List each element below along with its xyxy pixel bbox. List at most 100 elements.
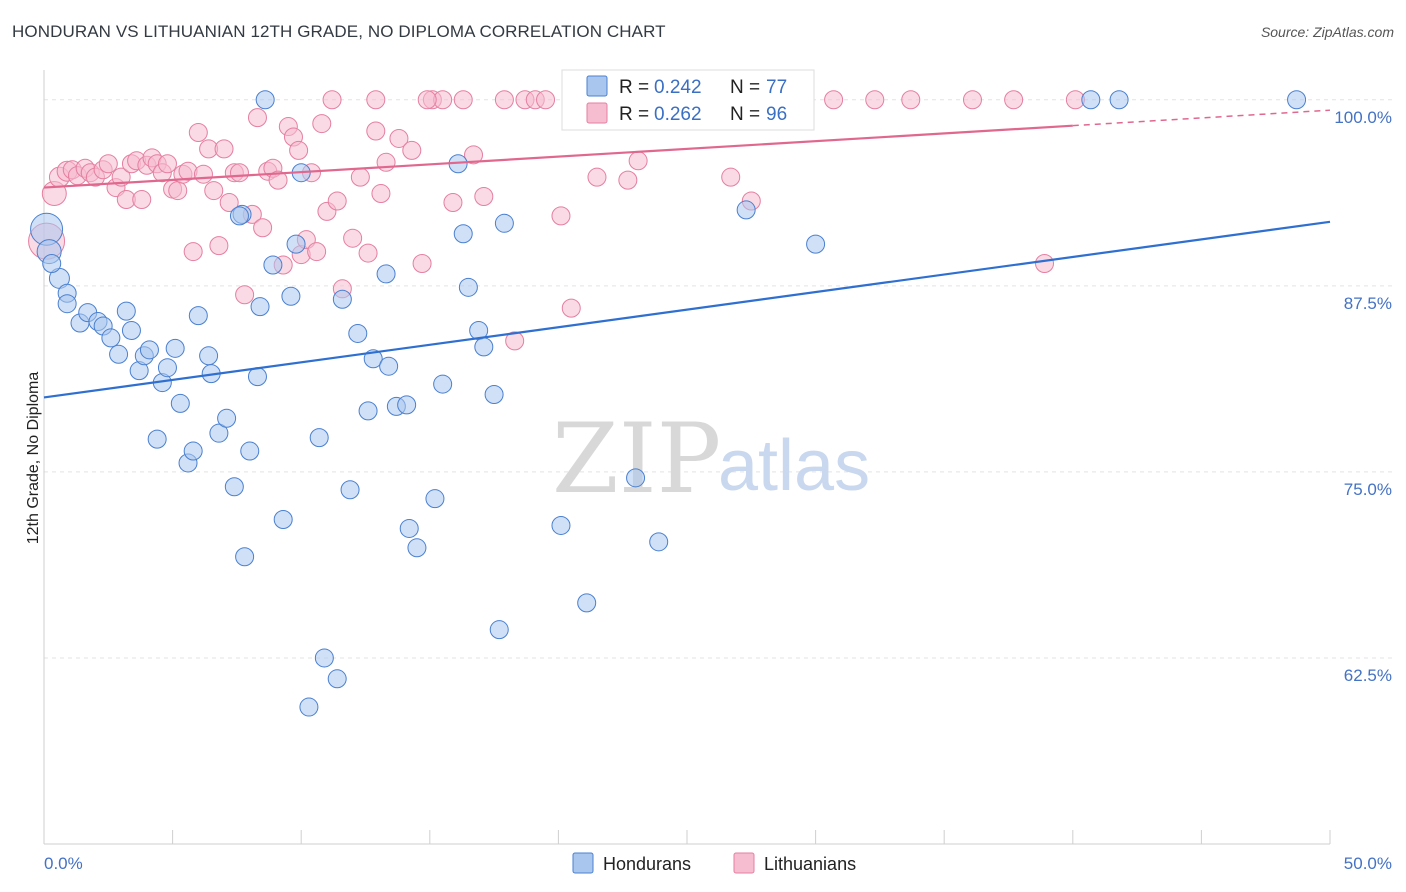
lithuanians-point-69 xyxy=(464,145,484,165)
legend-swatch-pink xyxy=(586,102,608,124)
hondurans-point-41 xyxy=(314,648,334,668)
hondurans-point-40 xyxy=(309,428,329,448)
lithuanians-point-42 xyxy=(268,170,288,190)
lithuanians-point-51 xyxy=(312,114,332,134)
lithuanians-point-21 xyxy=(157,154,177,174)
lithuanians-point-23 xyxy=(168,181,188,201)
legend-swatch-blue xyxy=(586,75,608,97)
lithuanians-point-91 xyxy=(1004,90,1024,110)
lithuanians-point-50 xyxy=(307,242,327,262)
lithuanians-point-68 xyxy=(453,90,473,110)
hondurans-point-30 xyxy=(235,547,255,567)
gridlines xyxy=(44,99,1392,659)
lithuanians-point-67 xyxy=(443,192,463,212)
hondurans-point-32 xyxy=(247,367,267,387)
hondurans-point-72 xyxy=(1081,90,1101,110)
lithuanians-point-62 xyxy=(389,128,409,148)
hondurans-point-63 xyxy=(484,384,504,404)
lithuanians-point-61 xyxy=(376,152,396,172)
lithuanians-point-79 xyxy=(587,167,607,187)
hondurans-point-34 xyxy=(255,90,275,110)
lithuanians-point-56 xyxy=(343,228,363,248)
hondurans-point-61 xyxy=(474,337,494,357)
lithuanians-point-53 xyxy=(322,90,342,110)
hondurans-point-16 xyxy=(147,429,167,449)
lithuanians-point-63 xyxy=(402,140,422,160)
legend-n-label-blue: N = xyxy=(730,77,760,98)
hondurans-point-46 xyxy=(348,323,368,343)
legend-bottom-label-lithuanians: Lithuanians xyxy=(764,854,856,874)
lithuanians-trend-line-extension xyxy=(1072,109,1331,127)
lithuanians-point-75 xyxy=(536,90,556,110)
y-axis-label: 12th Grade, No Diploma xyxy=(25,372,42,545)
lithuanians-point-36 xyxy=(235,285,255,305)
legend-top: R = 0.242 N = 77 R = 0.262 N = 96 xyxy=(561,69,815,131)
x-tick-label-1: 50.0% xyxy=(1344,854,1392,873)
lithuanians-point-46 xyxy=(289,140,309,160)
lithuanians-point-77 xyxy=(561,298,581,318)
hondurans-point-73 xyxy=(1109,90,1129,110)
lithuanians-point-28 xyxy=(193,164,213,184)
lithuanians-point-76 xyxy=(551,206,571,226)
lithuanians-point-59 xyxy=(366,121,386,141)
watermark-atlas: atlas xyxy=(718,426,870,506)
hondurans-point-71 xyxy=(806,234,826,254)
lithuanians-point-10 xyxy=(98,154,118,174)
hondurans-point-49 xyxy=(376,264,396,284)
lithuanians-point-70 xyxy=(474,187,494,207)
lithuanians-point-92 xyxy=(1035,254,1055,273)
hondurans-point-23 xyxy=(188,306,208,326)
series-hondurans-points xyxy=(30,90,1307,717)
legend-r-value-blue: 0.242 xyxy=(654,77,702,98)
hondurans-point-31 xyxy=(240,441,260,461)
watermark-zip: ZIP xyxy=(552,403,721,515)
series-lithuanians-points xyxy=(28,90,1085,351)
hondurans-point-59 xyxy=(458,277,478,297)
lithuanians-point-38 xyxy=(247,108,267,128)
lithuanians-point-94 xyxy=(417,90,437,110)
hondurans-point-55 xyxy=(425,489,445,509)
hondurans-point-11 xyxy=(116,301,136,321)
lithuanians-point-90 xyxy=(962,90,982,110)
hondurans-point-65 xyxy=(551,515,571,535)
legend-n-value-blue: 77 xyxy=(766,77,787,98)
lithuanians-point-87 xyxy=(824,90,844,110)
hondurans-point-27 xyxy=(217,408,237,428)
lithuanians-point-33 xyxy=(219,192,239,212)
hondurans-point-10 xyxy=(109,344,129,364)
hondurans-point-18 xyxy=(157,358,177,378)
y-tick-label-2: 87.5% xyxy=(1344,294,1392,313)
lithuanians-point-32 xyxy=(214,139,234,159)
hondurans-point-36 xyxy=(273,510,293,530)
hondurans-point-53 xyxy=(399,518,419,538)
hondurans-point-68 xyxy=(649,532,669,552)
legend-n-label-pink: N = xyxy=(730,104,760,125)
lithuanians-point-72 xyxy=(505,331,525,351)
legend-r-label-blue: R = xyxy=(619,77,649,98)
hondurans-point-62 xyxy=(489,620,509,640)
lithuanians-point-27 xyxy=(188,123,208,143)
hondurans-point-74 xyxy=(1287,90,1307,110)
chart-source: Source: ZipAtlas.com xyxy=(1260,24,1394,40)
hondurans-point-56 xyxy=(433,374,453,394)
hondurans-point-52 xyxy=(397,395,417,415)
hondurans-point-28 xyxy=(224,477,244,497)
hondurans-point-20 xyxy=(170,393,190,413)
hondurans-point-42 xyxy=(327,669,347,689)
lithuanians-point-82 xyxy=(628,151,648,171)
hondurans-point-24 xyxy=(199,346,219,366)
hondurans-point-4 xyxy=(57,294,77,314)
legend-bottom-swatch-hondurans xyxy=(572,852,594,874)
lithuanians-point-88 xyxy=(865,90,885,110)
hondurans-point-45 xyxy=(340,480,360,500)
lithuanians-point-58 xyxy=(358,243,378,263)
hondurans-point-26 xyxy=(209,423,229,443)
hondurans-point-38 xyxy=(286,234,306,254)
chart-title: HONDURAN VS LITHUANIAN 12TH GRADE, NO DI… xyxy=(12,22,666,41)
legend-r-value-pink: 0.262 xyxy=(654,104,702,125)
lithuanians-point-60 xyxy=(371,184,391,204)
lithuanians-point-95 xyxy=(366,90,386,110)
hondurans-point-19 xyxy=(165,338,185,358)
hondurans-point-67 xyxy=(626,468,646,488)
hondurans-point-75 xyxy=(42,254,62,273)
